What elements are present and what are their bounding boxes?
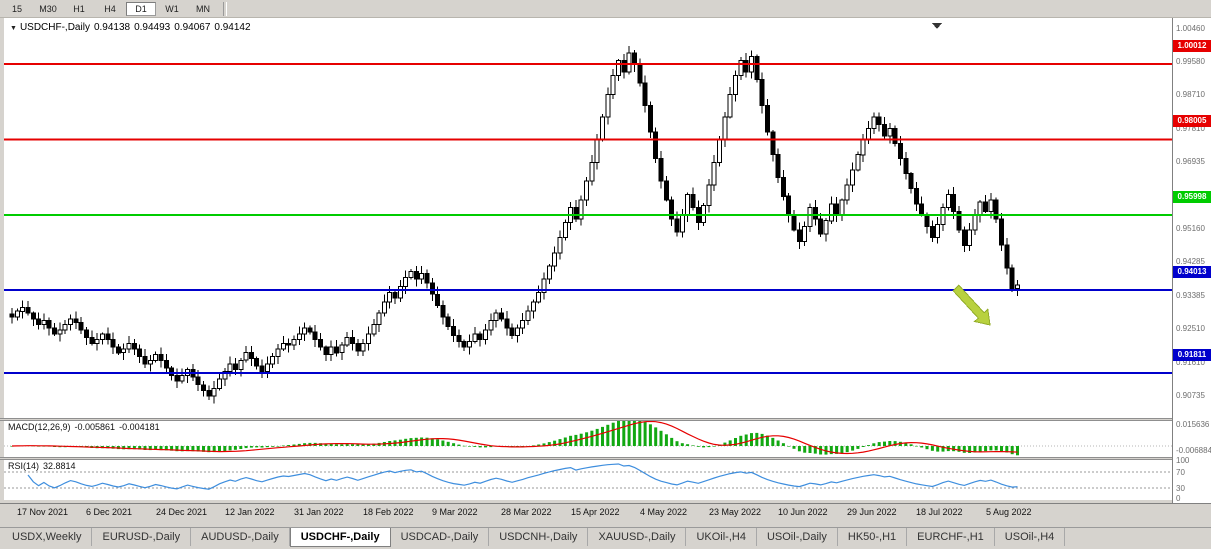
chart-tab[interactable]: EURUSD-,Daily	[92, 528, 192, 546]
timeframe-toolbar: 15 M30 H1 H4 D1 W1 MN	[0, 0, 1211, 18]
chart-ohlc-header: ▼ USDCHF-,Daily 0.94138 0.94493 0.94067 0.941…	[10, 22, 255, 33]
price-axis-label: 0.97810	[1176, 124, 1205, 133]
chart-tab[interactable]: UKOil-,H4	[686, 528, 757, 546]
rsi-value: 32.8814	[43, 461, 76, 471]
timeframe-button-w1[interactable]: W1	[165, 3, 179, 14]
macd-axis-label: -0.006884	[1176, 446, 1211, 455]
rsi-indicator-pane[interactable]: RSI(14) 32.8814	[4, 460, 1172, 500]
price-axis-label: 0.99580	[1176, 57, 1205, 66]
date-axis-label: 12 Jan 2022	[225, 507, 275, 517]
timeframe-button-m30[interactable]: M30	[39, 3, 57, 14]
date-axis-label: 29 Jun 2022	[847, 507, 897, 517]
macd-signal-value: -0.004181	[119, 422, 160, 432]
price-axis-label: 0.95160	[1176, 224, 1205, 233]
hline-price-badge[interactable]: 0.91811	[1173, 349, 1211, 361]
date-axis-label: 17 Nov 2021	[17, 507, 69, 517]
chart-tab[interactable]: XAUUSD-,Daily	[588, 528, 687, 546]
macd-label: MACD(12,26,9) -0.005861 -0.004181	[8, 422, 164, 432]
date-axis-label: 6 Dec 2021	[86, 507, 133, 517]
ohlc-high: 0.94493	[134, 22, 171, 33]
timeframe-button-mn[interactable]: MN	[196, 3, 210, 14]
pane-splitter[interactable]	[0, 418, 1211, 421]
ohlc-open: 0.94138	[93, 22, 131, 33]
hline-price-badge[interactable]: 1.00012	[1173, 40, 1211, 52]
date-axis-label: 18 Jul 2022	[916, 507, 963, 517]
date-axis-label: 9 Mar 2022	[432, 507, 478, 517]
date-axis-label: 18 Feb 2022	[363, 507, 414, 517]
date-axis-label: 23 May 2022	[709, 507, 762, 517]
macd-name: MACD(12,26,9)	[8, 422, 71, 432]
rsi-axis-label: 0	[1176, 494, 1181, 503]
price-axis-label: 0.91610	[1176, 358, 1205, 367]
rsi-axis-label: 100	[1176, 456, 1190, 465]
price-axis[interactable]: 1.004600.995800.987100.978100.969350.960…	[1172, 18, 1211, 503]
hline-price-badge[interactable]: 0.94013	[1173, 266, 1211, 278]
timeframe-button-h4[interactable]: H4	[104, 3, 116, 14]
macd-chart[interactable]	[4, 421, 1172, 457]
chart-tab[interactable]: AUDUSD-,Daily	[191, 528, 290, 546]
rsi-axis-label: 70	[1176, 468, 1185, 477]
price-axis-label: 0.94285	[1176, 257, 1205, 266]
chart-tab[interactable]: EURCHF-,H1	[907, 528, 995, 546]
date-axis-label: 10 Jun 2022	[778, 507, 828, 517]
price-axis-label: 0.90735	[1176, 391, 1205, 400]
price-axis-label: 0.96935	[1176, 157, 1205, 166]
chart-tab[interactable]: USDCAD-,Daily	[391, 528, 490, 546]
toolbar-divider	[223, 1, 227, 16]
macd-indicator-pane[interactable]: MACD(12,26,9) -0.005861 -0.004181	[4, 421, 1172, 457]
price-axis-label: 0.92510	[1176, 324, 1205, 333]
timeframe-button-d1[interactable]: D1	[126, 1, 156, 16]
rsi-axis-label: 30	[1176, 484, 1185, 493]
window-chrome	[0, 18, 4, 521]
rsi-label: RSI(14) 32.8814	[8, 461, 80, 471]
price-axis-label: 1.00460	[1176, 24, 1205, 33]
chart-menu-icon[interactable]: ▼	[10, 25, 17, 32]
chart-tab-bar: USDX,Weekly EURUSD-,Daily AUDUSD-,Daily USD…	[0, 527, 1211, 549]
chart-symbol-label: USDCHF-,Daily	[19, 22, 90, 33]
chart-tab[interactable]: USOil-,Daily	[757, 528, 838, 546]
ohlc-low: 0.94067	[174, 22, 211, 33]
main-chart-pane[interactable]: ▼ USDCHF-,Daily 0.94138 0.94493 0.94067 0.941…	[4, 18, 1172, 418]
macd-main-value: -0.005861	[74, 422, 116, 432]
date-axis-label: 5 Aug 2022	[986, 507, 1032, 517]
hline-price-badge[interactable]: 0.98005	[1173, 115, 1211, 127]
chart-tab[interactable]: USDCNH-,Daily	[489, 528, 589, 546]
rsi-name: RSI(14)	[8, 461, 40, 471]
rsi-chart[interactable]	[4, 460, 1172, 500]
price-axis-label: 0.98710	[1176, 90, 1205, 99]
timeframe-button-15[interactable]: 15	[11, 3, 22, 14]
hline-price-badge[interactable]: 0.95998	[1173, 191, 1211, 203]
macd-axis-label: 0.015636	[1176, 420, 1210, 429]
chart-tab[interactable]: USOil-,H4	[995, 528, 1066, 546]
date-axis-label: 15 Apr 2022	[571, 507, 620, 517]
timeframe-button-h1[interactable]: H1	[73, 3, 85, 14]
time-axis[interactable]: 17 Nov 2021 6 Dec 2021 24 Dec 2021 12 Jan 2…	[0, 503, 1211, 521]
date-axis-label: 24 Dec 2021	[156, 507, 208, 517]
date-axis-label: 31 Jan 2022	[294, 507, 344, 517]
ohlc-close: 0.94142	[214, 22, 251, 33]
date-axis-label: 4 May 2022	[640, 507, 688, 517]
chart-tab[interactable]: USDCHF-,Daily	[289, 528, 391, 547]
chart-tab[interactable]: HK50-,H1	[838, 528, 908, 546]
price-axis-label: 0.93385	[1176, 291, 1205, 300]
chart-tab[interactable]: USDX,Weekly	[2, 528, 93, 546]
date-axis-label: 28 Mar 2022	[501, 507, 552, 517]
pane-splitter[interactable]	[0, 457, 1211, 460]
candlestick-chart[interactable]	[4, 18, 1172, 418]
